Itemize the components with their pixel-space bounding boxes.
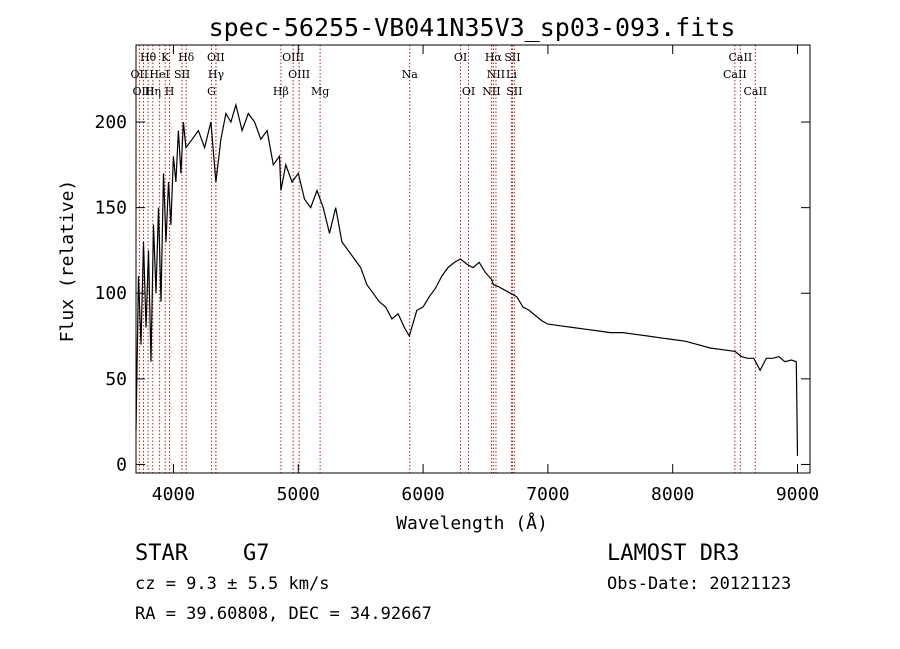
x-tick-label-3: 7000 (526, 484, 569, 505)
y-tick-label-4: 200 (94, 112, 127, 133)
x-axis-label: Wavelength (Å) (396, 512, 548, 534)
line-label-12: Hγ (208, 68, 225, 81)
line-label-16: Li (506, 68, 517, 81)
y-axis-label: Flux (relative) (57, 180, 78, 343)
spectrum-line (135, 102, 799, 456)
x-axis-ticks: 4000 5000 6000 7000 8000 9000 (152, 45, 819, 505)
x-tick-label-4: 8000 (651, 484, 694, 505)
line-label-11: SII (174, 68, 190, 81)
line-label-23: Mg (311, 85, 329, 98)
redshift-readout: cz = 9.3 ± 5.5 km/s (135, 574, 329, 594)
object-class: STAR (135, 541, 189, 566)
line-label-20: H (165, 85, 175, 98)
line-label-21: G (207, 85, 216, 98)
line-label-1: K (161, 51, 170, 64)
object-subclass: G7 (243, 541, 270, 566)
y-tick-label-1: 50 (105, 369, 127, 390)
x-tick-label-2: 6000 (401, 484, 444, 505)
line-label-5: OI (454, 51, 467, 64)
y-axis-ticks: 0 50 100 150 200 (94, 112, 810, 475)
line-label-2: Hδ (178, 51, 195, 64)
line-label-26: SII (506, 85, 522, 98)
line-label-15: NII (487, 68, 505, 81)
data-release: LAMOST DR3 (607, 541, 739, 566)
line-label-27: CaII (743, 85, 767, 98)
line-label-4: OIII (282, 51, 304, 64)
observation-date: Obs-Date: 20121123 (607, 574, 791, 594)
line-label-7: SII (504, 51, 520, 64)
line-label-25: NII (482, 85, 500, 98)
line-label-14: Na (402, 68, 419, 81)
line-label-17: CaII (723, 68, 747, 81)
line-label-24: OI (462, 85, 475, 98)
line-label-22: Hβ (273, 85, 289, 98)
line-label-13: OIII (288, 68, 310, 81)
coordinates-readout: RA = 39.60808, DEC = 34.92667 (135, 604, 432, 624)
y-tick-label-0: 0 (116, 454, 127, 475)
line-label-3: OII (207, 51, 225, 64)
y-tick-label-3: 150 (94, 198, 127, 219)
line-label-0: Hθ (140, 51, 157, 64)
y-tick-label-2: 100 (94, 283, 127, 304)
line-label-19: Hη (145, 85, 161, 98)
line-label-8: CaII (729, 51, 753, 64)
line-label-10: HeI (149, 68, 169, 81)
line-label-6: Hα (485, 51, 503, 64)
chart-title: spec-56255-VB041N35V3_sp03-093.fits (209, 13, 736, 42)
line-label-18: OIII (132, 85, 154, 98)
line-label-9: OII (131, 68, 149, 81)
spectral-line-markers (138, 45, 756, 473)
x-tick-label-5: 9000 (776, 484, 819, 505)
x-tick-label-0: 4000 (152, 484, 195, 505)
plot-frame (135, 44, 811, 474)
x-tick-label-1: 5000 (277, 484, 320, 505)
